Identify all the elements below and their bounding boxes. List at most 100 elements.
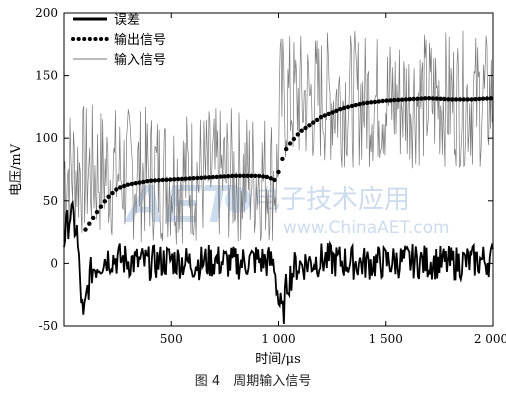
output-point (121, 183, 127, 189)
output-point (365, 100, 370, 106)
output-point (187, 176, 192, 181)
output-point (473, 97, 478, 102)
output-point (226, 174, 231, 179)
output-point (353, 102, 358, 108)
output-point (307, 123, 312, 128)
output-point (399, 97, 405, 102)
output-point (442, 96, 447, 102)
output-point (264, 174, 270, 180)
output-point (345, 104, 351, 110)
output-point (284, 146, 289, 152)
output-point (206, 175, 212, 180)
output-point (326, 111, 331, 117)
output-point (175, 176, 181, 182)
output-point (129, 181, 134, 187)
output-point (322, 113, 327, 118)
x-tick-label: 1 000 (261, 332, 295, 346)
output-point (318, 115, 324, 120)
output-point (372, 99, 378, 105)
output-point (291, 136, 297, 142)
output-point (83, 227, 88, 232)
series-input-signal (63, 30, 494, 245)
output-point (91, 215, 96, 221)
output-point (295, 132, 300, 137)
y-tick-label: 100 (35, 131, 58, 145)
output-point (280, 156, 285, 162)
output-point (257, 173, 262, 179)
y-tick-label: -50 (39, 319, 58, 333)
y-tick-label: 0 (50, 256, 58, 270)
output-point (272, 177, 277, 183)
output-point (195, 175, 200, 181)
output-point (357, 102, 362, 107)
watermark: AET 电子技术应用 www.ChinaAET.com (123, 174, 450, 238)
output-point (160, 177, 165, 183)
output-point (314, 117, 320, 123)
output-point (125, 182, 131, 187)
figure-caption: 图 4 周期输入信号 (194, 374, 312, 389)
output-point (334, 108, 339, 114)
axis-ticks: -50 0 50 100 150 200 500 1 000 1 500 2 000 (35, 6, 506, 346)
output-point (87, 221, 92, 226)
series-error (63, 199, 494, 324)
output-point (106, 194, 111, 199)
output-point (338, 107, 343, 112)
output-point (102, 199, 108, 204)
output-point (484, 96, 490, 101)
output-point (241, 173, 246, 178)
output-point (430, 96, 436, 101)
output-point (392, 97, 397, 103)
output-point (172, 177, 177, 182)
output-point (253, 173, 258, 178)
output-point (384, 98, 389, 103)
output-point (268, 176, 273, 181)
x-tick-label: 500 (160, 332, 183, 346)
legend: 误差 输出信号 输入信号 (71, 13, 166, 68)
output-point (446, 97, 451, 102)
output-point (210, 174, 216, 180)
output-point (457, 97, 463, 102)
output-point (465, 97, 470, 102)
output-point (376, 99, 382, 104)
output-point (191, 176, 196, 181)
output-point (488, 96, 494, 101)
output-point (233, 173, 239, 178)
output-point (426, 96, 432, 101)
output-point (199, 175, 204, 180)
output-point (403, 97, 409, 102)
output-point (453, 97, 459, 102)
output-point (249, 173, 254, 178)
output-point (179, 176, 185, 182)
output-point (260, 174, 266, 179)
output-point (411, 96, 416, 102)
watermark-globe-icon (225, 187, 251, 213)
output-point (137, 180, 142, 185)
watermark-brand: 电子技术应用 (254, 185, 410, 215)
output-point (450, 97, 455, 102)
output-point (118, 185, 123, 190)
output-point (276, 169, 281, 175)
plot-area (63, 30, 494, 324)
x-tick-label: 2 000 (474, 332, 506, 346)
output-point (230, 173, 235, 179)
x-axis-title: 时间/μs (255, 352, 301, 367)
output-point (341, 105, 347, 111)
output-point (156, 178, 161, 183)
output-point (222, 174, 227, 179)
output-point (202, 175, 208, 180)
legend-label-input: 输入信号 (114, 52, 166, 68)
output-point (183, 176, 188, 181)
x-tick-label: 1 500 (369, 332, 403, 346)
output-point (110, 190, 115, 196)
output-point (434, 96, 439, 101)
output-point (396, 97, 401, 103)
output-point (388, 98, 393, 103)
output-point (245, 173, 250, 178)
series-output-signal (83, 96, 494, 232)
y-axis-title: 电压/mV (9, 143, 24, 196)
output-point (299, 128, 304, 133)
output-point (148, 178, 154, 183)
output-point (407, 97, 412, 102)
output-point (423, 96, 428, 101)
